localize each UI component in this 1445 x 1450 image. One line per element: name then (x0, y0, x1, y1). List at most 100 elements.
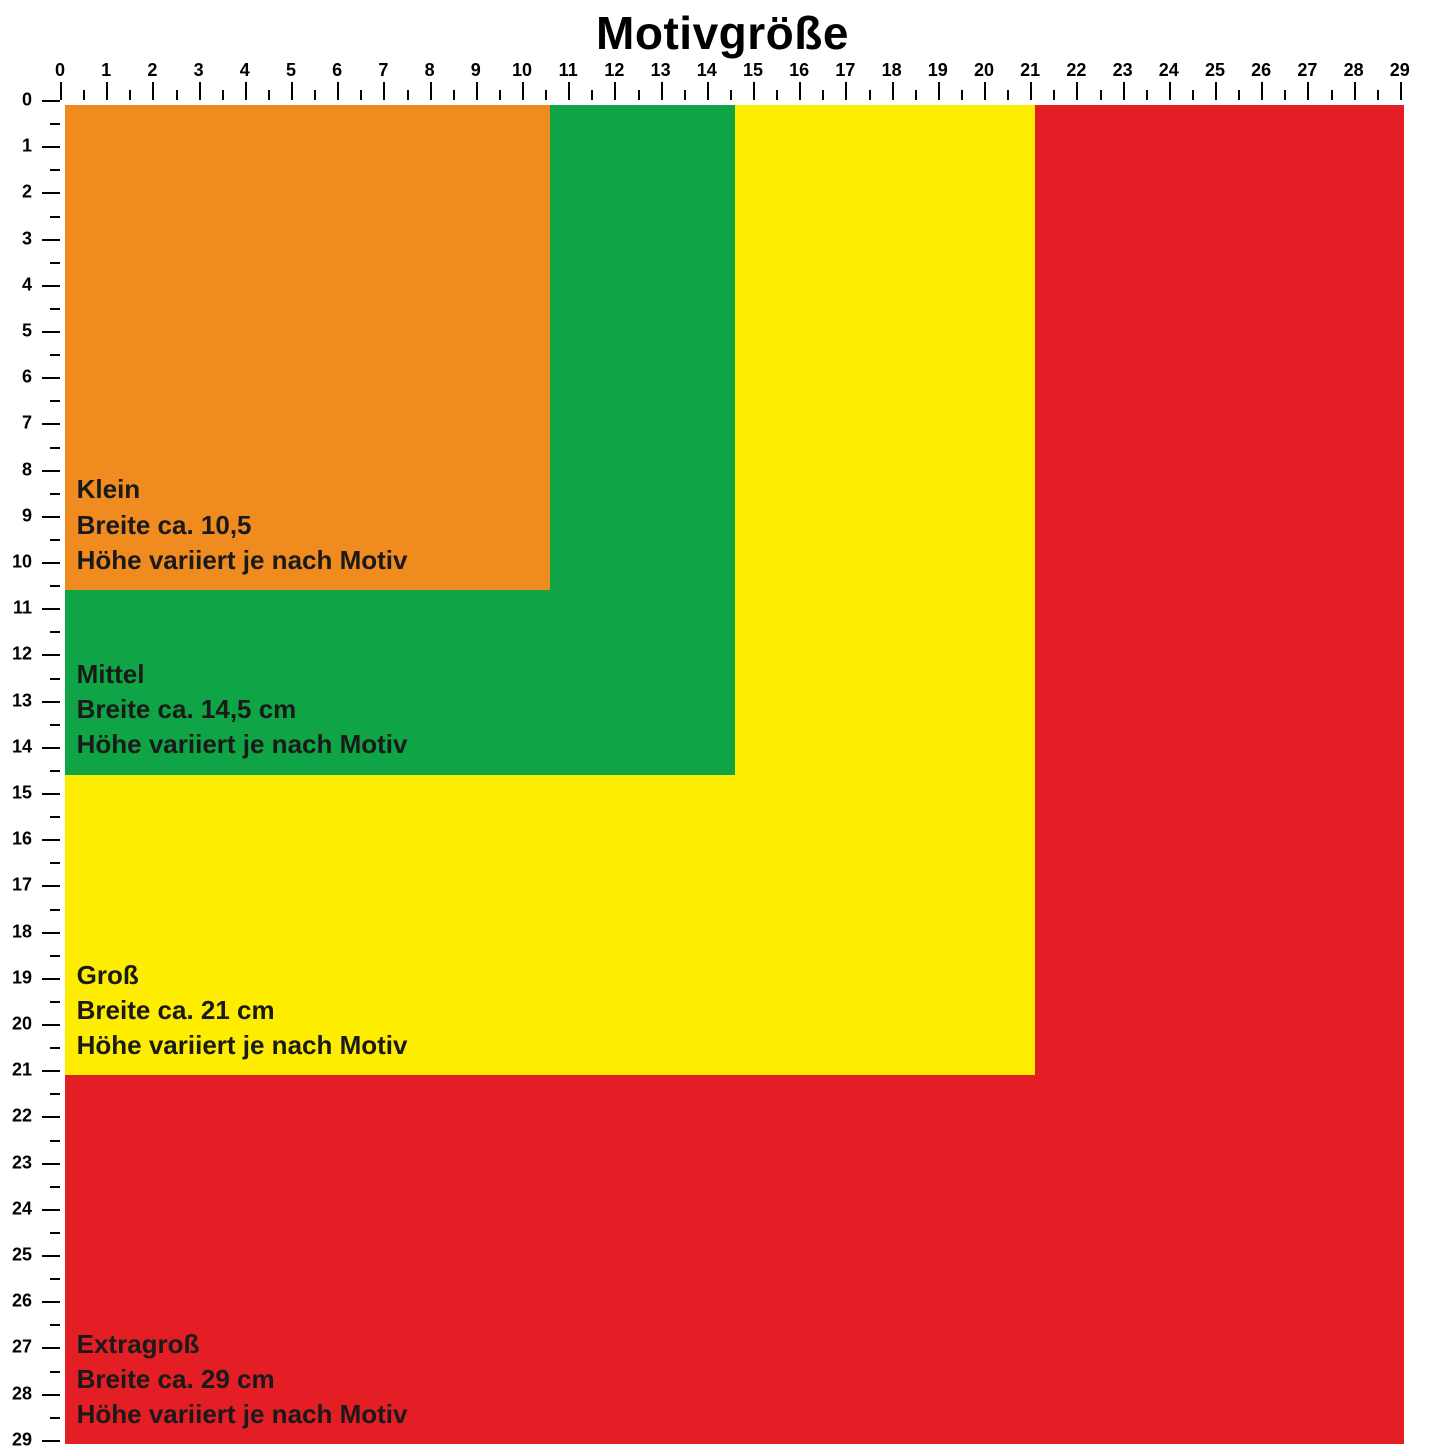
ruler-top-label: 8 (425, 60, 435, 81)
ruler-top-tick-minor (730, 90, 732, 100)
ruler-left-tick-minor (50, 724, 60, 726)
size-box-label-klein: KleinBreite ca. 10,5Höhe variiert je nac… (77, 472, 408, 577)
ruler-left-tick-minor (50, 678, 60, 680)
size-box-label-mittel: MittelBreite ca. 14,5 cmHöhe variiert je… (77, 657, 408, 762)
ruler-left-label: 18 (4, 921, 32, 942)
ruler-left-tick-major (42, 1394, 60, 1396)
ruler-left-label: 15 (4, 783, 32, 804)
ruler-left-label: 8 (4, 459, 32, 480)
ruler-top-tick-major (337, 82, 339, 100)
ruler-top-tick-minor (176, 90, 178, 100)
size-chart-page: Motivgröße 01234567891011121314151617181… (0, 0, 1445, 1445)
size-box-height-text: Höhe variiert je nach Motiv (77, 543, 408, 578)
ruler-top-tick-minor (545, 90, 547, 100)
size-box-height-text: Höhe variiert je nach Motiv (77, 1397, 408, 1432)
ruler-left-tick-major (42, 423, 60, 425)
ruler-top-label: 22 (1066, 60, 1086, 81)
page-title: Motivgröße (0, 6, 1445, 60)
ruler-top-label: 21 (1020, 60, 1040, 81)
ruler-top-label: 7 (378, 60, 388, 81)
ruler-left-tick-major (42, 562, 60, 564)
ruler-top-tick-minor (915, 90, 917, 100)
ruler-top-label: 17 (835, 60, 855, 81)
ruler-top: 0123456789101112131415161718192021222324… (60, 60, 1440, 100)
ruler-left-label: 25 (4, 1245, 32, 1266)
ruler-left-label: 7 (4, 413, 32, 434)
ruler-top-tick-minor (822, 90, 824, 100)
size-box-width-text: Breite ca. 10,5 (77, 508, 408, 543)
ruler-left-label: 11 (4, 598, 32, 619)
ruler-left-tick-minor (50, 585, 60, 587)
ruler-top-tick-major (1400, 82, 1402, 100)
ruler-left-tick-major (42, 1209, 60, 1211)
ruler-top-tick-minor (360, 90, 362, 100)
ruler-top-label: 2 (147, 60, 157, 81)
ruler-left-label: 10 (4, 552, 32, 573)
ruler-left-tick-major (42, 516, 60, 518)
ruler-left-tick-major (42, 1163, 60, 1165)
ruler-top-tick-major (1215, 82, 1217, 100)
size-box-width-text: Breite ca. 14,5 cm (77, 692, 408, 727)
size-box-title: Extragroß (77, 1327, 408, 1362)
ruler-top-tick-major (707, 82, 709, 100)
size-box-label-extragross: ExtragroßBreite ca. 29 cmHöhe variiert j… (77, 1327, 408, 1432)
ruler-top-tick-minor (1007, 90, 1009, 100)
ruler-left-tick-major (42, 146, 60, 148)
ruler-top-label: 1 (101, 60, 111, 81)
ruler-left-tick-major (42, 100, 60, 102)
ruler-top-tick-major (661, 82, 663, 100)
ruler-top-tick-major (1169, 82, 1171, 100)
ruler-top-tick-minor (1331, 90, 1333, 100)
ruler-left-tick-major (42, 1255, 60, 1257)
ruler-top-tick-major (522, 82, 524, 100)
ruler-left-label: 14 (4, 736, 32, 757)
ruler-left-tick-major (42, 608, 60, 610)
ruler-top-label: 28 (1344, 60, 1364, 81)
ruler-left-tick-major (42, 331, 60, 333)
ruler-top-tick-minor (314, 90, 316, 100)
ruler-top-tick-major (1123, 82, 1125, 100)
ruler-left-tick-major (42, 932, 60, 934)
ruler-left-label: 20 (4, 1014, 32, 1035)
ruler-top-label: 29 (1390, 60, 1410, 81)
ruler-left-tick-major (42, 978, 60, 980)
ruler-top-label: 6 (332, 60, 342, 81)
ruler-top-tick-major (476, 82, 478, 100)
size-box-title: Klein (77, 472, 408, 507)
ruler-top-label: 9 (471, 60, 481, 81)
ruler-left-tick-major (42, 1024, 60, 1026)
ruler-top-tick-minor (869, 90, 871, 100)
ruler-top-tick-minor (1377, 90, 1379, 100)
ruler-left-tick-minor (50, 770, 60, 772)
ruler-left-tick-major (42, 701, 60, 703)
ruler-left-tick-minor (50, 1324, 60, 1326)
ruler-top-label: 19 (928, 60, 948, 81)
ruler-top-label: 15 (743, 60, 763, 81)
ruler-top-tick-minor (222, 90, 224, 100)
ruler-top-tick-major (60, 82, 62, 100)
ruler-top-label: 12 (604, 60, 624, 81)
ruler-top-label: 24 (1159, 60, 1179, 81)
ruler-left-tick-minor (50, 909, 60, 911)
ruler-left-tick-minor (50, 1047, 60, 1049)
ruler-left-tick-major (42, 470, 60, 472)
ruler-top-tick-minor (1100, 90, 1102, 100)
ruler-left-label: 16 (4, 829, 32, 850)
ruler-left-label: 5 (4, 321, 32, 342)
ruler-left-tick-major (42, 654, 60, 656)
ruler-left-tick-major (42, 1440, 60, 1442)
ruler-left-label: 3 (4, 228, 32, 249)
ruler-left-tick-minor (50, 1001, 60, 1003)
ruler-left-tick-minor (50, 262, 60, 264)
ruler-top-tick-major (430, 82, 432, 100)
ruler-left-tick-minor (50, 816, 60, 818)
ruler-top-tick-minor (83, 90, 85, 100)
ruler-top-label: 14 (697, 60, 717, 81)
ruler-left-tick-major (42, 192, 60, 194)
ruler-top-label: 23 (1113, 60, 1133, 81)
ruler-top-tick-minor (1053, 90, 1055, 100)
ruler-left-tick-minor (50, 955, 60, 957)
ruler-left-label: 17 (4, 875, 32, 896)
ruler-left-tick-minor (50, 216, 60, 218)
ruler-top-tick-major (106, 82, 108, 100)
